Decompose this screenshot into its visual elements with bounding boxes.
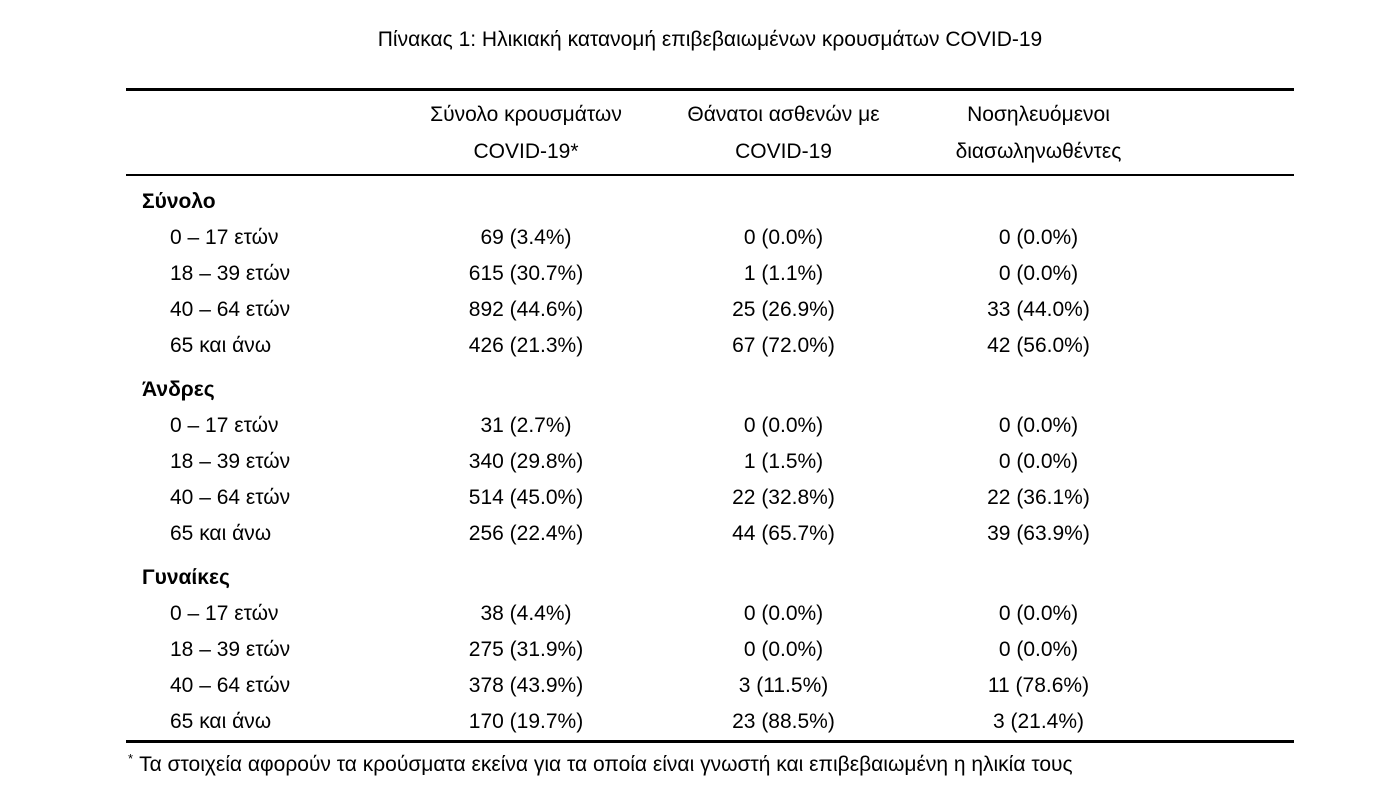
intubated-value: 0 (0.0%) (998, 262, 1079, 285)
table-row: 0 – 17 ετών 69 (3.4%) 0 (0.0%) 0 (0.0%) (126, 220, 1294, 256)
section-header-men: Άνδρες (126, 364, 1294, 408)
header-intubated: Νοσηλευόμενοι διασωληνωθέντες (911, 89, 1166, 176)
footnote-text: Τα στοιχεία αφορούν τα κρούσματα εκείνα … (139, 753, 1073, 776)
age-group-label: 65 και άνω (170, 710, 272, 733)
deaths-value: 0 (0.0%) (743, 414, 824, 437)
cases-value: 615 (30.7%) (468, 262, 584, 285)
table-row: 0 – 17 ετών 31 (2.7%) 0 (0.0%) 0 (0.0%) (126, 408, 1294, 444)
intubated-value: 0 (0.0%) (998, 602, 1079, 625)
age-group-label: 0 – 17 ετών (170, 414, 279, 437)
table-row: 0 – 17 ετών 38 (4.4%) 0 (0.0%) 0 (0.0%) (126, 596, 1294, 632)
table-title: Πίνακας 1: Ηλικιακή κατανομή επιβεβαιωμέ… (377, 28, 1043, 51)
age-group-label: 18 – 39 ετών (170, 450, 291, 473)
deaths-value: 0 (0.0%) (743, 638, 824, 661)
header-deaths-line2: COVID-19 (735, 139, 832, 163)
deaths-value: 67 (72.0%) (732, 334, 835, 357)
section-header-total: Σύνολο (126, 175, 1294, 220)
age-group-label: 65 και άνω (170, 522, 272, 545)
cases-value: 378 (43.9%) (468, 674, 584, 697)
intubated-value: 0 (0.0%) (998, 450, 1079, 473)
age-group-label: 40 – 64 ετών (170, 674, 291, 697)
deaths-value: 44 (65.7%) (732, 522, 835, 545)
deaths-value: 1 (1.1%) (743, 262, 824, 285)
cases-value: 275 (31.9%) (468, 638, 584, 661)
header-deaths: Θάνατοι ασθενών με COVID-19 (656, 89, 911, 176)
document-sheet: Πίνακας 1: Ηλικιακή κατανομή επιβεβαιωμέ… (126, 0, 1294, 778)
header-spacer-cell (1166, 89, 1294, 176)
table-row: 65 και άνω 170 (19.7%) 23 (88.5%) 3 (21.… (126, 704, 1294, 742)
intubated-value: 39 (63.9%) (987, 522, 1090, 545)
table-row: 40 – 64 ετών 378 (43.9%) 3 (11.5%) 11 (7… (126, 668, 1294, 704)
deaths-value: 0 (0.0%) (743, 602, 824, 625)
intubated-value: 11 (78.6%) (987, 674, 1090, 697)
section-label: Γυναίκες (142, 566, 230, 589)
section-label: Άνδρες (142, 378, 215, 401)
intubated-value: 42 (56.0%) (987, 334, 1090, 357)
table-body: Σύνολο 0 – 17 ετών 69 (3.4%) 0 (0.0%) 0 … (126, 175, 1294, 742)
header-empty-cell (126, 89, 396, 176)
table-footnote: * Τα στοιχεία αφορούν τα κρούσματα εκείνα… (126, 746, 1294, 778)
deaths-value: 25 (26.9%) (732, 298, 835, 321)
section-header-women: Γυναίκες (126, 552, 1294, 596)
cases-value: 38 (4.4%) (480, 602, 572, 625)
table-row: 40 – 64 ετών 514 (45.0%) 22 (32.8%) 22 (… (126, 480, 1294, 516)
age-group-label: 65 και άνω (170, 334, 272, 357)
cases-value: 514 (45.0%) (468, 486, 584, 509)
header-intubated-line2: διασωληνωθέντες (955, 139, 1122, 163)
age-group-label: 0 – 17 ετών (170, 226, 279, 249)
intubated-value: 0 (0.0%) (998, 226, 1079, 249)
header-total-cases-line2: COVID-19* (473, 139, 579, 163)
intubated-value: 33 (44.0%) (987, 298, 1090, 321)
header-deaths-line1: Θάνατοι ασθενών με (687, 102, 880, 126)
deaths-value: 23 (88.5%) (732, 710, 835, 733)
section-label: Σύνολο (142, 190, 216, 213)
intubated-value: 0 (0.0%) (998, 414, 1079, 437)
table-row: 18 – 39 ετών 275 (31.9%) 0 (0.0%) 0 (0.0… (126, 632, 1294, 668)
table-row: 65 και άνω 256 (22.4%) 44 (65.7%) 39 (63… (126, 516, 1294, 552)
deaths-value: 22 (32.8%) (732, 486, 835, 509)
intubated-value: 22 (36.1%) (987, 486, 1090, 509)
cases-value: 256 (22.4%) (468, 522, 584, 545)
table-header: Σύνολο κρουσμάτων COVID-19* Θάνατοι ασθε… (126, 89, 1294, 176)
header-intubated-line1: Νοσηλευόμενοι (967, 102, 1110, 126)
deaths-value: 0 (0.0%) (743, 226, 824, 249)
table-row: 18 – 39 ετών 615 (30.7%) 1 (1.1%) 0 (0.0… (126, 256, 1294, 292)
cases-value: 170 (19.7%) (468, 710, 584, 733)
age-group-label: 18 – 39 ετών (170, 638, 291, 661)
age-group-label: 40 – 64 ετών (170, 298, 291, 321)
cases-value: 892 (44.6%) (468, 298, 584, 321)
covid-age-distribution-table: Σύνολο κρουσμάτων COVID-19* Θάνατοι ασθε… (126, 88, 1294, 743)
age-group-label: 0 – 17 ετών (170, 602, 279, 625)
age-group-label: 18 – 39 ετών (170, 262, 291, 285)
deaths-value: 1 (1.5%) (743, 450, 824, 473)
cases-value: 31 (2.7%) (480, 414, 572, 437)
table-row: 40 – 64 ετών 892 (44.6%) 25 (26.9%) 33 (… (126, 292, 1294, 328)
cases-value: 426 (21.3%) (468, 334, 584, 357)
footnote-asterisk-marker: * (128, 751, 134, 766)
table-row: 18 – 39 ετών 340 (29.8%) 1 (1.5%) 0 (0.0… (126, 444, 1294, 480)
header-total-cases: Σύνολο κρουσμάτων COVID-19* (396, 89, 656, 176)
cases-value: 340 (29.8%) (468, 450, 584, 473)
age-group-label: 40 – 64 ετών (170, 486, 291, 509)
intubated-value: 0 (0.0%) (998, 638, 1079, 661)
header-row: Σύνολο κρουσμάτων COVID-19* Θάνατοι ασθε… (126, 89, 1294, 176)
deaths-value: 3 (11.5%) (738, 674, 829, 697)
intubated-value: 3 (21.4%) (992, 710, 1085, 733)
header-total-cases-line1: Σύνολο κρουσμάτων (430, 102, 622, 126)
table-row: 65 και άνω 426 (21.3%) 67 (72.0%) 42 (56… (126, 328, 1294, 364)
cases-value: 69 (3.4%) (480, 226, 572, 249)
